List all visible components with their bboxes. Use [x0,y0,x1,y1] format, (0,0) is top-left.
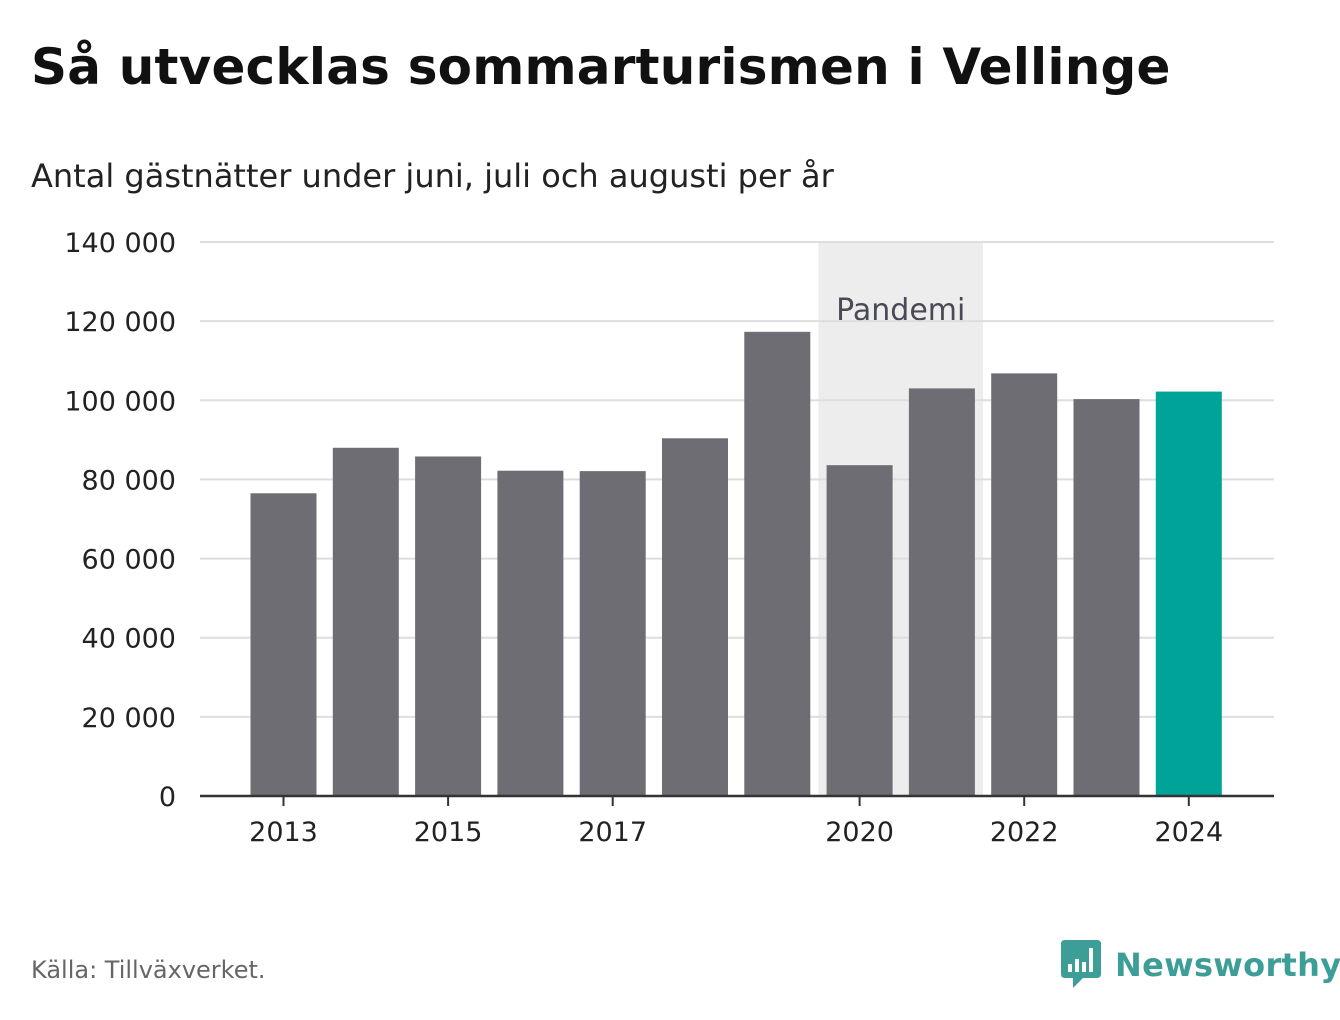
y-tick-label: 40 000 [82,624,176,655]
bar-2021 [908,388,975,796]
y-tick-label: 100 000 [64,386,176,417]
x-tick-label: 2015 [414,817,483,848]
bar-2017 [579,471,646,796]
bar-chart: Pandemi 0 20 000 40 000 60 000 80 000 100 000… [64,228,1274,848]
chart-subtitle: Antal gästnätter under juni, juli och au… [31,157,834,195]
y-tick-label: 140 000 [64,228,176,259]
brand-name: Newsworthy [1115,946,1340,984]
x-axis-tick-labels: 2013 2015 2017 2020 2022 2024 [249,796,1223,848]
x-tick-label: 2017 [578,817,647,848]
bars [250,331,1222,796]
bar-2019 [744,331,811,796]
bar-2015 [415,456,482,796]
y-tick-label: 80 000 [82,465,176,496]
bar-2022 [991,373,1058,796]
bar-2018 [662,438,728,796]
bar-2014 [332,447,399,796]
bar-2024 [1155,391,1222,796]
bar-2020 [826,465,893,796]
y-tick-label: 0 [159,782,176,813]
y-axis-tick-labels: 0 20 000 40 000 60 000 80 000 100 000 120 000 1… [64,228,176,813]
bar-2013 [250,493,317,796]
bar-2023 [1073,399,1140,796]
chart-title: Så utvecklas sommarturismen i Vellinge [31,38,1171,96]
newsworthy-logo-icon [1061,940,1101,988]
y-tick-label: 60 000 [82,545,176,576]
source-note: Källa: Tillväxverket. [31,956,266,984]
y-tick-label: 20 000 [82,703,176,734]
pandemic-label: Pandemi [836,293,965,328]
x-tick-label: 2022 [990,817,1059,848]
newsworthy-logo: Newsworthy [1061,938,1340,992]
x-tick-label: 2024 [1154,817,1223,848]
x-tick-label: 2020 [825,817,894,848]
y-tick-label: 120 000 [64,307,176,338]
x-tick-label: 2013 [249,817,318,848]
bar-2016 [497,470,564,796]
